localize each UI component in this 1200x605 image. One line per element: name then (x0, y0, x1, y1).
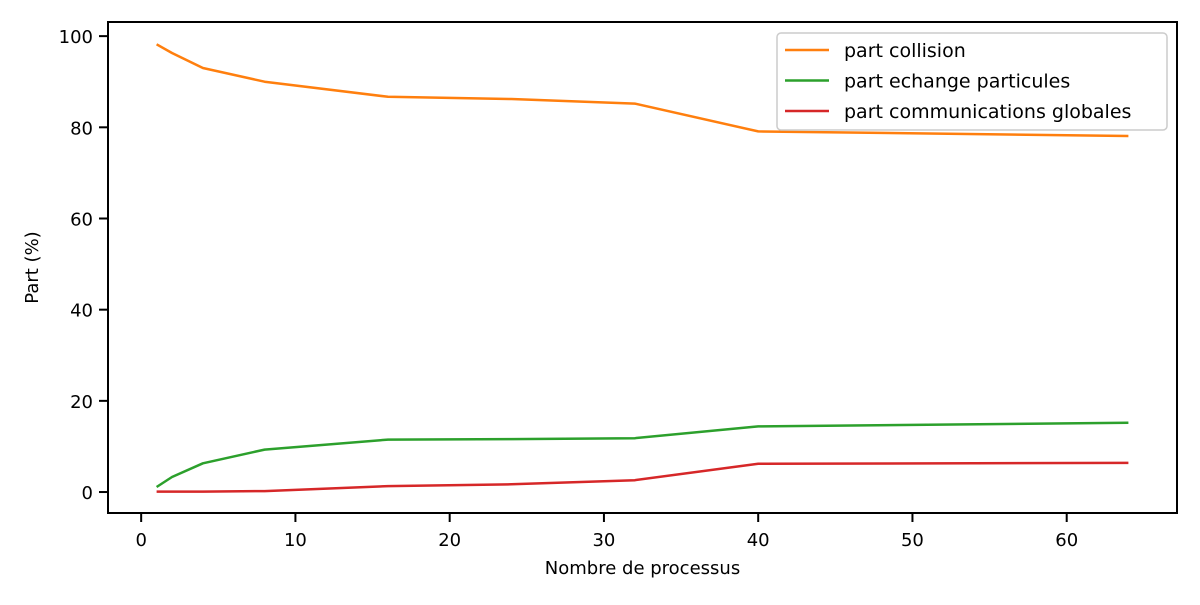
y-axis-label: Part (%) (22, 231, 43, 303)
x-axis-label: Nombre de processus (545, 558, 740, 579)
y-axis-ticks: 0 20 40 60 80 100 (59, 27, 108, 504)
x-axis-ticks: 0 10 20 30 40 50 60 (135, 513, 1078, 551)
legend-label-2: part communications globales (844, 101, 1131, 123)
x-tick-label: 10 (284, 530, 307, 551)
legend-box (776, 32, 1168, 131)
series-line-2 (156, 461, 1129, 493)
y-tick-label: 80 (70, 118, 93, 139)
legend: part collision part echange particules par… (776, 32, 1168, 131)
series-layer (155, 43, 1129, 493)
series-line-1 (155, 421, 1129, 489)
legend-label-1: part echange particules (844, 71, 1070, 93)
x-tick-label: 20 (438, 530, 461, 551)
y-tick-label: 40 (70, 301, 93, 322)
y-tick-label: 100 (59, 27, 93, 48)
y-tick-label: 0 (82, 483, 93, 504)
y-tick-label: 60 (70, 209, 93, 230)
x-tick-label: 60 (1055, 530, 1078, 551)
plot-frame (107, 21, 1178, 514)
legend-label-0: part collision (844, 40, 966, 62)
x-tick-label: 30 (592, 530, 615, 551)
x-tick-label: 0 (135, 530, 146, 551)
series-line-0 (155, 43, 1129, 138)
x-tick-label: 40 (747, 530, 770, 551)
y-tick-label: 20 (70, 392, 93, 413)
x-tick-label: 50 (901, 530, 924, 551)
